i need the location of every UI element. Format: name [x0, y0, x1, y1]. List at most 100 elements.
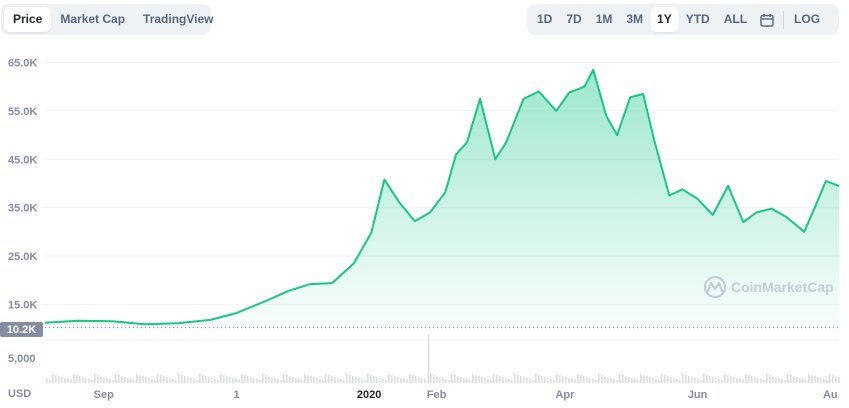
- volume-bar: [787, 374, 789, 383]
- volume-bar: [784, 380, 786, 383]
- volume-bar: [376, 377, 378, 383]
- volume-bar: [649, 377, 651, 383]
- volume-bar: [385, 380, 387, 383]
- volume-bar: [685, 375, 687, 383]
- volume-bar: [124, 377, 126, 383]
- calendar-icon[interactable]: [754, 7, 780, 32]
- volume-bar: [496, 375, 498, 383]
- volume-bar: [682, 374, 684, 383]
- volume-bar: [268, 376, 270, 383]
- volume-bar: [823, 379, 825, 383]
- volume-bar: [790, 375, 792, 383]
- volume-bar: [187, 377, 189, 383]
- range-1d[interactable]: 1D: [537, 12, 553, 26]
- volume-bar: [379, 378, 381, 383]
- range-1y[interactable]: 1Y: [650, 7, 679, 32]
- volume-bar: [289, 376, 291, 383]
- volume-bar: [130, 379, 132, 383]
- volume-bar: [754, 377, 756, 383]
- volume-bar: [205, 376, 207, 383]
- volume-bar: [598, 374, 600, 383]
- volume-bar: [235, 379, 237, 383]
- volume-bar: [655, 379, 657, 383]
- volume-bar: [112, 380, 114, 383]
- volume-bars: [46, 334, 840, 383]
- volume-bar: [181, 375, 183, 383]
- volume-bar: [382, 379, 384, 383]
- log-scale-toggle[interactable]: LOG: [794, 12, 821, 26]
- range-1m[interactable]: 1M: [595, 12, 613, 26]
- x-tick-label: Feb: [427, 389, 447, 401]
- y-tick-label: 25.0K: [8, 251, 37, 263]
- volume-bar: [214, 379, 216, 383]
- volume-bar: [793, 376, 795, 383]
- volume-bar: [313, 377, 315, 383]
- volume-bar: [67, 379, 69, 383]
- volume-bar: [601, 375, 603, 383]
- volume-bar: [433, 375, 435, 383]
- volume-bar: [829, 374, 831, 383]
- volume-bar: [283, 374, 285, 383]
- volume-bar: [115, 374, 117, 383]
- volume-bar: [367, 374, 369, 383]
- volume-bar: [502, 377, 504, 383]
- tab-market-cap[interactable]: Market Cap: [60, 12, 126, 26]
- volume-bar: [85, 378, 87, 383]
- volume-bar: [346, 374, 348, 383]
- volume-bar: [637, 380, 639, 383]
- volume-bar: [400, 378, 402, 383]
- volume-bar: [766, 374, 768, 383]
- volume-bar: [568, 378, 570, 383]
- time-range-tabs: 1D 7D 1M 3M 1Y YTD ALL LOG: [527, 4, 839, 35]
- volume-bar: [145, 377, 147, 383]
- volume-bar: [553, 380, 555, 383]
- volume-bar: [118, 375, 120, 383]
- range-7d[interactable]: 7D: [566, 12, 582, 26]
- volume-bar: [748, 375, 750, 383]
- volume-bar: [406, 380, 408, 383]
- range-all[interactable]: ALL: [723, 12, 748, 26]
- volume-bar: [472, 374, 474, 383]
- range-ytd[interactable]: YTD: [685, 12, 710, 26]
- price-area: [45, 69, 839, 332]
- volume-bar: [757, 378, 759, 383]
- volume-bar: [526, 378, 528, 383]
- volume-bar: [322, 380, 324, 383]
- volume-bar: [580, 375, 582, 383]
- volume-bar: [64, 378, 66, 383]
- y-tick-label: 45.0K: [8, 154, 37, 166]
- volume-bar: [595, 380, 597, 383]
- volume-bar: [604, 376, 606, 383]
- volume-bar: [154, 380, 156, 383]
- tab-tradingview[interactable]: TradingView: [143, 12, 214, 26]
- volume-bar: [733, 377, 735, 383]
- volume-bar: [211, 378, 213, 383]
- volume-bar: [166, 377, 168, 383]
- volume-bar: [709, 376, 711, 383]
- volume-bar: [286, 375, 288, 383]
- coinmarketcap-logo-icon: [703, 275, 727, 299]
- volume-bar: [550, 379, 552, 383]
- volume-bar: [241, 374, 243, 383]
- volume-bar: [52, 374, 54, 383]
- volume-bar: [760, 379, 762, 383]
- range-3m[interactable]: 3M: [626, 12, 644, 26]
- x-tick-label: Au: [823, 389, 838, 401]
- volume-bar: [208, 377, 210, 383]
- volume-bar: [193, 379, 195, 383]
- tab-price[interactable]: Price: [4, 7, 52, 32]
- volume-bar: [331, 376, 333, 383]
- volume-bar: [148, 378, 150, 383]
- y-tick-label: 15.0K: [8, 299, 37, 311]
- volume-bar: [694, 378, 696, 383]
- watermark: CoinMarketCap: [703, 275, 834, 299]
- volume-bar: [178, 374, 180, 383]
- volume-bar: [361, 379, 363, 383]
- volume-bar: [514, 374, 516, 383]
- volume-bar: [508, 379, 510, 383]
- volume-bar: [364, 380, 366, 383]
- volume-bar: [91, 380, 93, 383]
- volume-bar: [136, 374, 138, 383]
- volume-bar: [673, 378, 675, 383]
